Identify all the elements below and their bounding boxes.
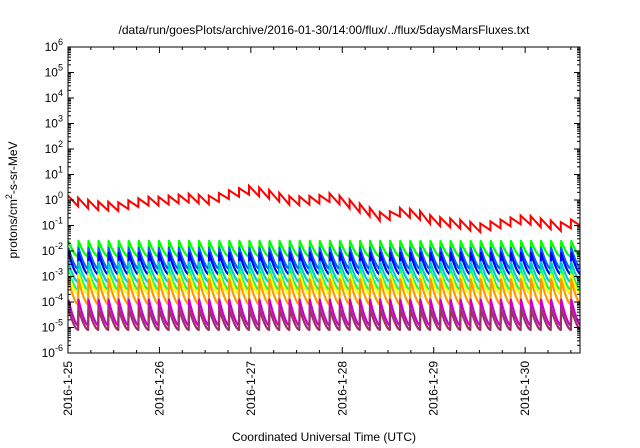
y-axis-label-tail: -s-sr-MeV (6, 141, 20, 194)
y-tick-label: 10-6 (42, 343, 63, 360)
y-tick-label: 104 (45, 88, 63, 105)
y-tick-label: 106 (45, 37, 63, 54)
x-axis: 2016-1-25 2016-1-26 2016-1-27 2016-1-28 2016… (61, 47, 572, 416)
y-tick-label: 103 (45, 114, 63, 131)
series-line (68, 278, 580, 306)
series-layer (68, 183, 580, 332)
y-axis-label-sup: 2 (4, 194, 14, 199)
x-tick-label: 2016-1-27 (244, 361, 258, 416)
x-tick-label: 2016-1-29 (427, 361, 441, 416)
y-tick-label: 10-4 (42, 292, 63, 309)
chart-title: /data/run/goesPlots/archive/2016-01-30/1… (119, 23, 531, 37)
y-tick-label: 101 (45, 165, 63, 182)
y-axis: 10-6 10-5 10-4 10-3 10-2 10-1 100 101 102 103 104 1… (42, 37, 580, 360)
y-tick-label: 10-3 (42, 267, 63, 284)
x-axis-label: Coordinated Universal Time (UTC) (232, 430, 416, 444)
series-line-red (68, 183, 580, 235)
y-tick-label: 105 (45, 63, 63, 80)
y-tick-label: 10-1 (42, 216, 63, 233)
y-tick-label: 102 (45, 139, 63, 156)
x-tick-label: 2016-1-30 (518, 361, 532, 416)
series-line (68, 307, 580, 332)
y-tick-label: 10-5 (42, 318, 63, 335)
y-axis-label-main: protons/cm (6, 199, 20, 258)
y-tick-label: 100 (45, 190, 63, 207)
x-tick-label: 2016-1-25 (61, 361, 75, 416)
y-axis-label: protons/cm2-s-sr-MeV (4, 141, 20, 258)
x-tick-label: 2016-1-28 (335, 361, 349, 416)
x-tick-label: 2016-1-26 (152, 361, 166, 416)
y-tick-label: 10-2 (42, 241, 63, 258)
